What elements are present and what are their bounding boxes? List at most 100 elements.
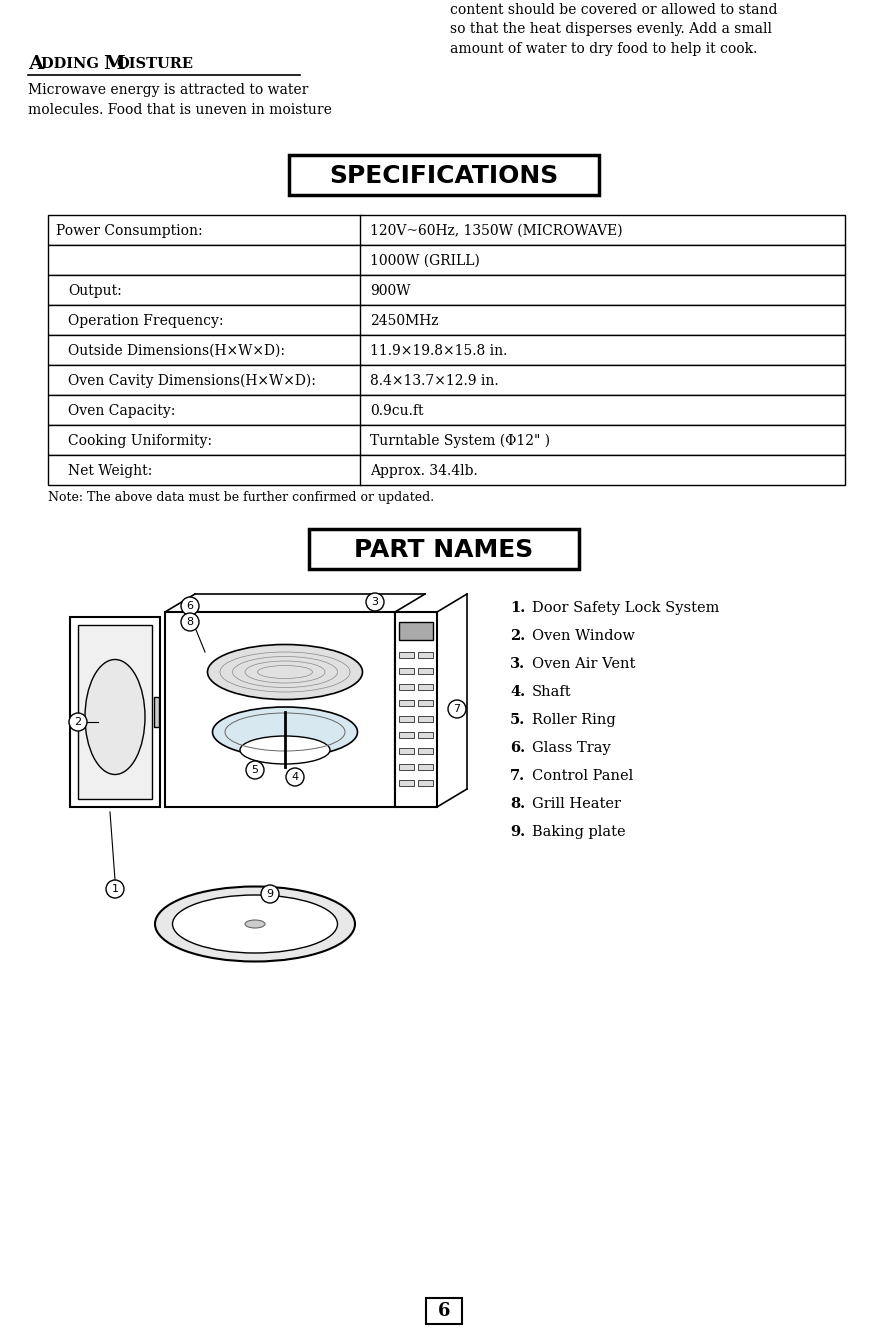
Bar	[154, 697, 159, 727]
Bar	[399, 651, 414, 658]
Text: Oven Air Vent: Oven Air Vent	[532, 657, 636, 671]
Bar	[309, 529, 579, 569]
Text: Roller Ring: Roller Ring	[532, 713, 615, 727]
Text: Power Consumption:: Power Consumption:	[56, 224, 202, 238]
Text: 6.: 6.	[510, 741, 525, 755]
Text: 2: 2	[75, 717, 82, 727]
Bar	[70, 617, 160, 807]
Circle shape	[286, 769, 304, 786]
Bar	[418, 717, 433, 722]
Text: Note: The above data must be further confirmed or updated.: Note: The above data must be further con…	[48, 492, 434, 503]
Bar	[418, 733, 433, 738]
Bar	[78, 625, 152, 799]
Text: OISTURE: OISTURE	[116, 57, 193, 71]
Bar	[418, 749, 433, 754]
Bar	[399, 669, 414, 674]
Text: 8: 8	[186, 617, 194, 627]
Circle shape	[69, 713, 87, 731]
Bar	[418, 669, 433, 674]
Text: 5: 5	[251, 765, 258, 775]
Text: A: A	[28, 55, 44, 73]
Text: Turntable System (Φ12" ): Turntable System (Φ12" )	[370, 434, 551, 448]
Text: Door Safety Lock System: Door Safety Lock System	[532, 601, 719, 615]
Text: content should be covered or allowed to stand
so that the heat disperses evenly.: content should be covered or allowed to …	[450, 3, 778, 56]
Text: 5.: 5.	[510, 713, 525, 727]
Text: SPECIFICATIONS: SPECIFICATIONS	[329, 164, 559, 188]
Bar	[48, 456, 845, 485]
Circle shape	[181, 613, 199, 631]
Text: DDING: DDING	[41, 57, 104, 71]
Bar	[399, 749, 414, 754]
Text: Output:: Output:	[68, 284, 122, 298]
Ellipse shape	[208, 645, 362, 699]
Bar	[399, 701, 414, 706]
Text: Oven Capacity:: Oven Capacity:	[68, 404, 175, 418]
Text: 7: 7	[454, 705, 461, 714]
Text: 9.: 9.	[510, 825, 525, 839]
Bar	[48, 245, 845, 274]
Ellipse shape	[245, 920, 265, 928]
Text: 900W: 900W	[370, 284, 410, 298]
Bar	[48, 396, 845, 425]
Bar	[399, 781, 414, 786]
Bar	[48, 274, 845, 305]
Bar	[395, 611, 437, 807]
Text: 6: 6	[186, 601, 194, 611]
Bar	[418, 765, 433, 770]
Text: Control Panel: Control Panel	[532, 769, 633, 783]
Text: Oven Window: Oven Window	[532, 629, 635, 643]
Bar	[418, 651, 433, 658]
Bar	[399, 765, 414, 770]
Bar	[48, 336, 845, 365]
Bar	[48, 425, 845, 456]
Text: Operation Frequency:: Operation Frequency:	[68, 314, 224, 328]
Ellipse shape	[155, 887, 355, 962]
Text: Cooking Uniformity:: Cooking Uniformity:	[68, 434, 212, 448]
Circle shape	[366, 593, 384, 611]
Text: 9: 9	[266, 888, 274, 899]
Bar	[399, 685, 414, 690]
Text: Outside Dimensions(H×W×D):: Outside Dimensions(H×W×D):	[68, 344, 285, 358]
Ellipse shape	[212, 707, 358, 757]
Text: 7.: 7.	[510, 769, 525, 783]
Bar	[418, 701, 433, 706]
Ellipse shape	[85, 659, 145, 774]
Bar	[289, 155, 599, 194]
Bar	[48, 305, 845, 336]
Bar	[48, 214, 845, 245]
Text: 8.: 8.	[510, 797, 525, 811]
Text: 1: 1	[112, 884, 118, 894]
Text: 4: 4	[291, 773, 298, 782]
Text: 120V~60Hz, 1350W (MICROWAVE): 120V~60Hz, 1350W (MICROWAVE)	[370, 224, 622, 238]
Bar	[418, 685, 433, 690]
Text: Oven Cavity Dimensions(H×W×D):: Oven Cavity Dimensions(H×W×D):	[68, 374, 316, 388]
Bar	[399, 717, 414, 722]
Ellipse shape	[240, 737, 330, 765]
Text: PART NAMES: PART NAMES	[354, 538, 534, 562]
Circle shape	[448, 701, 466, 718]
Text: 6: 6	[438, 1301, 450, 1320]
Text: Microwave energy is attracted to water
molecules. Food that is uneven in moistur: Microwave energy is attracted to water m…	[28, 83, 332, 116]
Bar	[48, 365, 845, 396]
Text: Approx. 34.4lb.: Approx. 34.4lb.	[370, 464, 478, 478]
Bar	[418, 781, 433, 786]
Text: Glass Tray: Glass Tray	[532, 741, 611, 755]
Ellipse shape	[172, 895, 337, 952]
Text: 2450MHz: 2450MHz	[370, 314, 439, 328]
Text: Baking plate: Baking plate	[532, 825, 626, 839]
Bar	[426, 1297, 462, 1324]
Text: 4.: 4.	[510, 685, 525, 699]
Circle shape	[106, 880, 124, 898]
Text: 2.: 2.	[510, 629, 525, 643]
Text: Net Weight:: Net Weight:	[68, 464, 152, 478]
Text: 1000W (GRILL): 1000W (GRILL)	[370, 254, 480, 268]
Text: 11.9×19.8×15.8 in.: 11.9×19.8×15.8 in.	[370, 344, 507, 358]
Text: 3.: 3.	[510, 657, 525, 671]
Text: M: M	[103, 55, 124, 73]
Text: 1.: 1.	[510, 601, 525, 615]
Text: Shaft: Shaft	[532, 685, 572, 699]
Circle shape	[246, 761, 264, 779]
Circle shape	[181, 597, 199, 615]
Bar	[165, 611, 395, 807]
Bar	[399, 622, 433, 639]
